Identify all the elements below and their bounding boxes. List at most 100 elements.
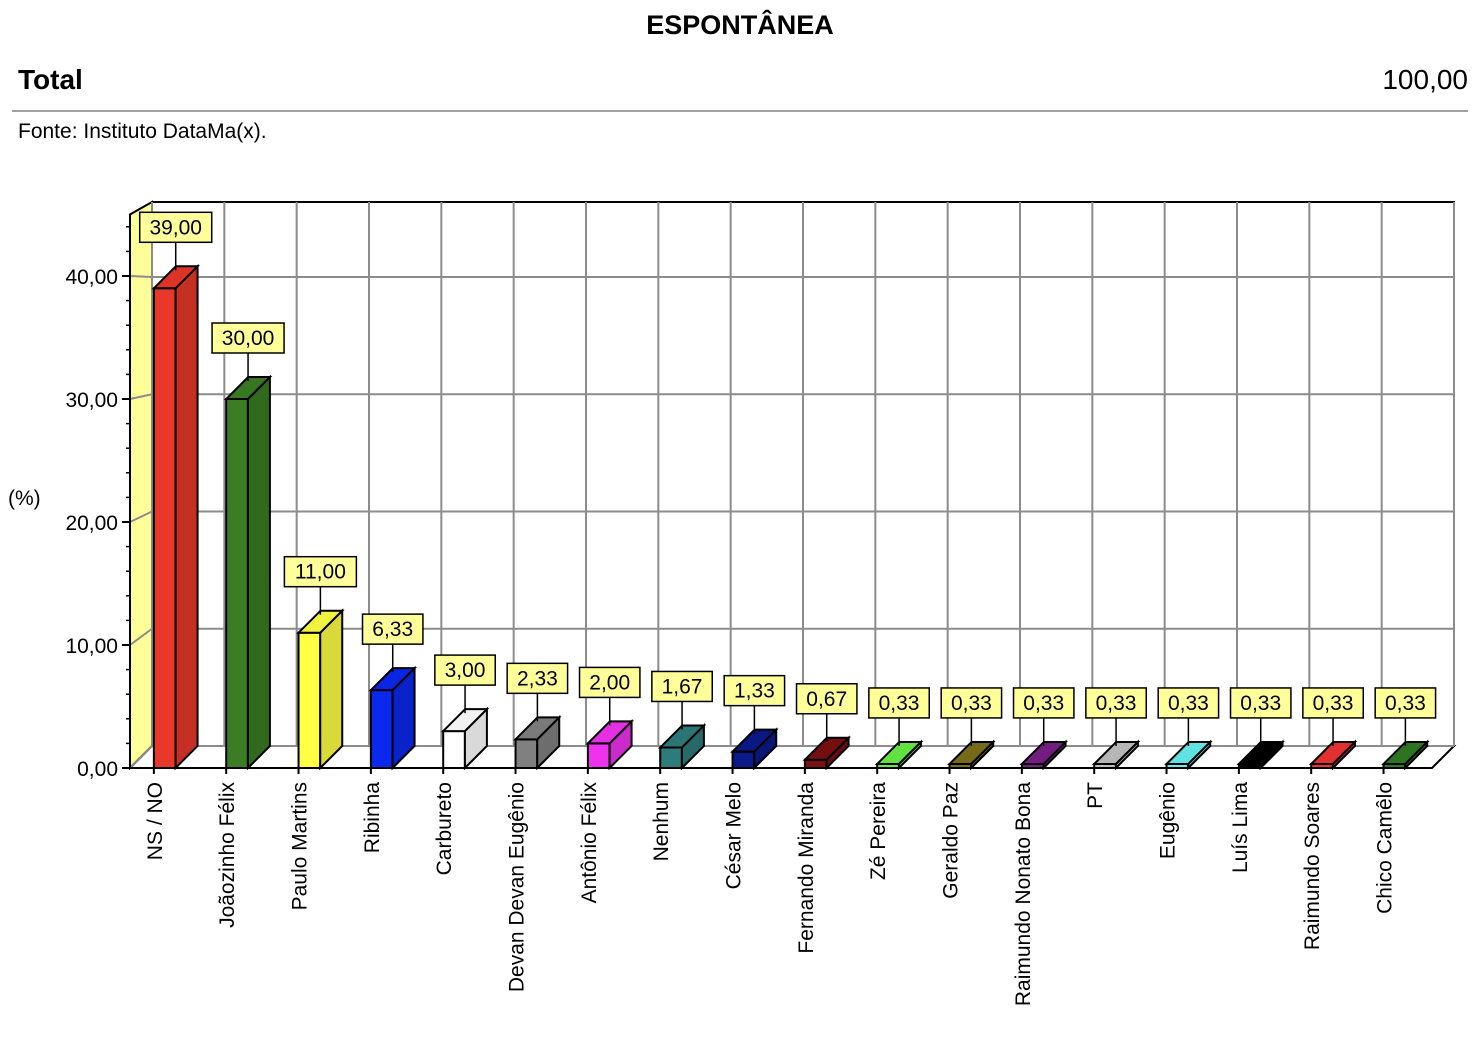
bar-3	[296, 608, 345, 771]
category-label-7: Antônio Félix	[578, 782, 601, 904]
bar-4	[368, 665, 417, 771]
bar-10	[802, 735, 851, 771]
value-label-text: 1,67	[662, 675, 703, 698]
value-label-text: 0,33	[1313, 692, 1354, 715]
total-value: 100,00	[1382, 64, 1468, 95]
value-label-text: 30,00	[222, 327, 275, 350]
category-label-16: Luís Lima	[1229, 782, 1252, 873]
bar-front	[297, 631, 322, 769]
value-label-box	[1229, 687, 1292, 719]
bar-side	[246, 374, 271, 771]
bar-top	[1381, 740, 1430, 765]
bar-7	[585, 718, 634, 771]
left-wall	[129, 200, 153, 771]
bar-18	[1381, 739, 1430, 771]
bar-top	[874, 740, 924, 765]
category-label-12: Geraldo Paz	[940, 782, 963, 899]
value-label-box	[1374, 687, 1437, 719]
value-label-10: 0,67	[795, 683, 858, 742]
value-label-15: 0,33	[1157, 687, 1220, 746]
bar-top	[368, 667, 417, 692]
total-row: Total 100,00	[18, 64, 1468, 104]
bar-14	[1091, 739, 1141, 771]
bar-top	[151, 265, 200, 290]
category-label-2: Joãozinho Félix	[216, 782, 239, 928]
grid-wall-line	[129, 627, 153, 646]
value-label-text: 1,33	[734, 680, 775, 703]
bar-top	[1236, 740, 1285, 765]
category-label-10: Fernando Miranda	[795, 782, 818, 954]
value-label-6: 2,33	[506, 662, 569, 722]
value-label-text: 0,33	[1168, 692, 1209, 715]
bar-front	[225, 398, 249, 769]
y-tick-label: 40,00	[65, 266, 118, 289]
value-label-box	[868, 687, 931, 719]
value-label-box	[723, 674, 786, 707]
bar-1	[151, 263, 200, 771]
category-label-18: Chico Camêlo	[1374, 782, 1397, 914]
value-label-11: 0,33	[868, 687, 931, 746]
value-label-box	[434, 654, 497, 686]
bar-front	[803, 758, 828, 769]
value-label-text: 0,33	[1385, 692, 1426, 715]
value-label-text: 0,33	[1240, 692, 1281, 715]
value-label-14: 0,33	[1085, 687, 1148, 746]
value-label-18: 0,33	[1374, 687, 1437, 746]
bar-13	[1019, 739, 1068, 771]
value-label-text: 11,00	[295, 561, 346, 584]
bar-side	[319, 608, 344, 771]
chart-value-labels: 39,00 30,00 11,00 6,33 3,00 2,33 2,00 1,67 1,33 0…	[138, 211, 1437, 746]
bar-6	[513, 714, 562, 771]
bar-top	[802, 736, 851, 761]
category-label-13: Raimundo Nonato Bona	[1012, 782, 1035, 1006]
page-title: ESPONTÂNEA	[646, 10, 834, 40]
bar-top	[1091, 740, 1141, 765]
bar-16	[1236, 739, 1285, 771]
value-label-13: 0,33	[1012, 687, 1075, 746]
value-label-box	[578, 666, 641, 699]
value-label-box	[283, 555, 358, 588]
category-label-9: César Melo	[723, 782, 746, 889]
value-label-text: 2,00	[589, 671, 630, 694]
value-label-box	[506, 662, 569, 695]
value-label-2: 30,00	[211, 322, 285, 381]
category-label-14: PT	[1084, 782, 1107, 809]
value-label-text: 0,33	[1023, 692, 1064, 715]
bar-15	[1164, 739, 1213, 771]
value-label-9: 1,33	[723, 674, 786, 734]
bar-top	[1164, 740, 1213, 765]
value-label-4: 6,33	[361, 613, 424, 673]
category-label-3: Paulo Martins	[289, 782, 312, 910]
category-label-15: Eugênio	[1157, 782, 1180, 859]
bar-top	[223, 376, 273, 400]
category-label-4: Ribinha	[361, 782, 384, 854]
bar-17	[1308, 739, 1358, 771]
chart-category-labels: NS / NO Joãozinho Félix Paulo Martins Ribin…	[144, 782, 1397, 1007]
grid-wall-line	[129, 745, 153, 769]
bar-front	[152, 287, 177, 769]
bar-side	[174, 263, 199, 771]
value-label-text: 3,00	[445, 659, 486, 682]
value-label-text: 0,33	[951, 692, 992, 715]
value-label-box	[138, 211, 213, 244]
value-label-3: 11,00	[283, 555, 358, 615]
grid-wall-line	[129, 510, 153, 523]
bar-5	[440, 706, 490, 771]
value-label-box	[1302, 687, 1365, 719]
bar-front	[369, 689, 394, 769]
bar-12	[947, 739, 996, 771]
bar-top	[296, 609, 345, 634]
grid-wall-line	[129, 393, 153, 400]
value-label-7: 2,00	[578, 666, 641, 726]
value-label-text: 6,33	[372, 618, 413, 641]
value-label-text: 0,33	[879, 692, 920, 715]
bar-front	[442, 730, 466, 769]
y-tick-label: 20,00	[65, 512, 118, 535]
y-tick-label: 10,00	[65, 635, 118, 658]
bar-top	[657, 724, 707, 749]
bar-top	[730, 728, 779, 753]
category-label-1: NS / NO	[144, 782, 167, 860]
value-label-1: 39,00	[138, 211, 213, 271]
value-label-box	[361, 613, 424, 645]
